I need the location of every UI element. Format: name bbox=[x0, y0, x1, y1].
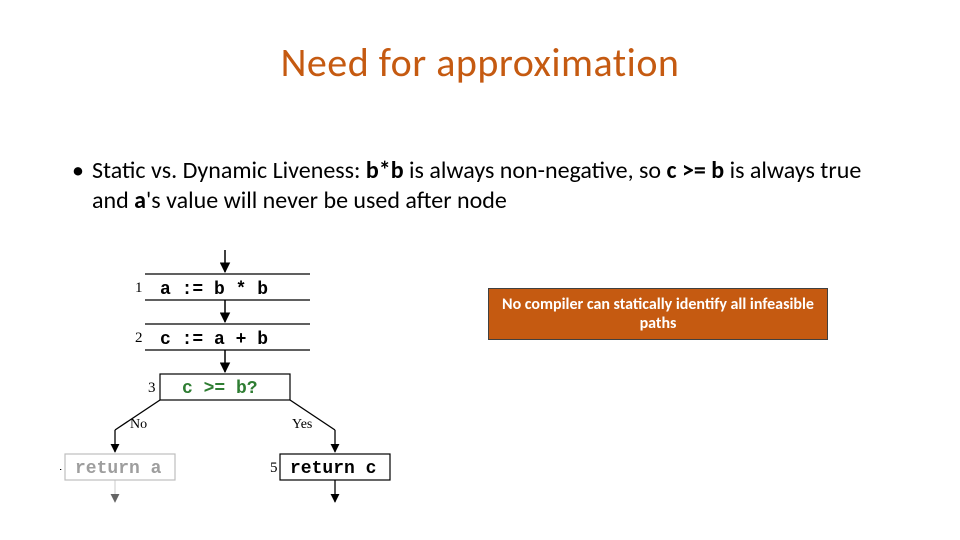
bullet-avar: a bbox=[134, 186, 146, 215]
bullet-dot: • bbox=[72, 156, 92, 216]
bullet-block: • Static vs. Dynamic Liveness: b*b is al… bbox=[72, 156, 892, 216]
bullet-cgeb: c >= b bbox=[666, 156, 724, 185]
bullet-prefix: Static vs. Dynamic Liveness: bbox=[92, 156, 366, 185]
node4-code: return a bbox=[75, 459, 162, 479]
callout-box: No compiler can statically identify all … bbox=[488, 288, 828, 340]
node5-num: 5 bbox=[270, 460, 278, 476]
branch-yes-label: Yes bbox=[292, 417, 312, 432]
node2-code: c := a + b bbox=[160, 330, 268, 350]
node3-num: 3 bbox=[148, 380, 156, 396]
node3-code: c >= b? bbox=[182, 379, 258, 399]
node2-num: 2 bbox=[135, 330, 143, 346]
bullet-tail: 's value will never be used after node bbox=[146, 186, 507, 215]
node5-code: return c bbox=[290, 459, 376, 479]
flow-diagram: 1 a := b * b 2 c := a + b 3 c >= b? No Y… bbox=[60, 250, 430, 520]
bullet-mid1: is always non-negative, so bbox=[404, 156, 667, 185]
bullet-text: Static vs. Dynamic Liveness: b*b is alwa… bbox=[92, 156, 892, 216]
branch-no-label: No bbox=[130, 417, 147, 432]
node4-num: 4 bbox=[60, 460, 62, 476]
slide-title: Need for approximation bbox=[0, 38, 960, 87]
node1-num: 1 bbox=[135, 280, 143, 296]
node1-code: a := b * b bbox=[160, 280, 268, 300]
callout-text: No compiler can statically identify all … bbox=[497, 295, 819, 333]
bullet-bstar: b*b bbox=[366, 156, 404, 185]
